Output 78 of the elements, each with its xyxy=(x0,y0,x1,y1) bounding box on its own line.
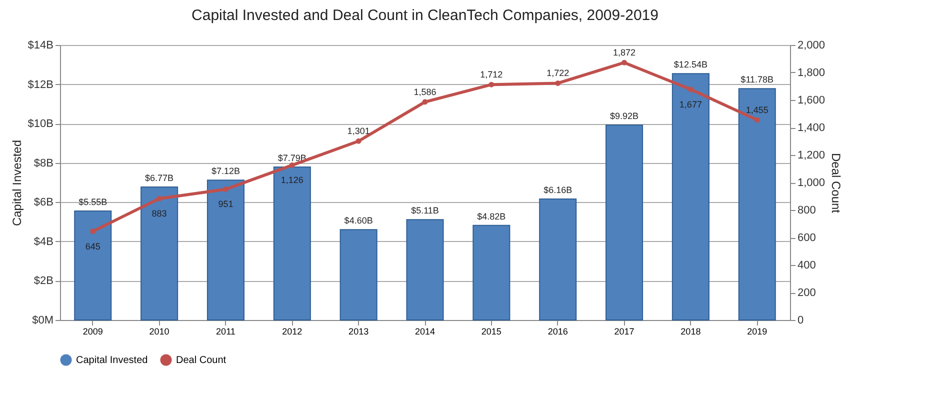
point xyxy=(622,60,628,66)
y2-axis-title: Deal Count xyxy=(829,152,844,214)
data-label: 1,872 xyxy=(613,48,636,58)
y-axis-title: Capital Invested xyxy=(10,140,24,226)
y-tick-label: $8B xyxy=(34,157,54,170)
point xyxy=(488,82,494,88)
point xyxy=(222,186,228,192)
x-tick-label: 2009 xyxy=(82,326,103,336)
data-label: $12.54B xyxy=(674,60,708,70)
y-tick-label: $2B xyxy=(34,275,54,288)
data-label: 1,301 xyxy=(347,126,370,136)
bar xyxy=(406,219,444,320)
data-label: $6.16B xyxy=(544,185,572,195)
y2-tick-label: 1,200 xyxy=(798,150,826,162)
bar xyxy=(672,73,710,320)
y2-tick-label: 1,800 xyxy=(798,67,826,79)
data-label: $6.77B xyxy=(145,173,174,184)
point xyxy=(289,162,295,168)
point xyxy=(754,117,760,123)
y2-tick-label: 600 xyxy=(798,232,816,244)
bar xyxy=(539,198,577,320)
y2-tick-label: 0 xyxy=(798,314,804,326)
data-label: 645 xyxy=(85,241,100,252)
y2-tick-label: 1,000 xyxy=(798,177,826,189)
data-label: $4.60B xyxy=(344,216,373,226)
data-label: 1,126 xyxy=(280,175,304,186)
y2-tick-label: 200 xyxy=(798,287,816,299)
point xyxy=(90,228,96,234)
bar xyxy=(273,166,311,320)
point xyxy=(688,86,694,92)
data-label: $5.55B xyxy=(78,196,108,207)
x-tick-label: 2016 xyxy=(548,326,568,336)
data-label: 1,586 xyxy=(414,86,436,97)
y2-tick-label: 400 xyxy=(798,260,816,272)
data-label: 883 xyxy=(152,208,167,219)
y-tick-label: $6B xyxy=(34,196,54,209)
legend-label: Deal Count xyxy=(176,355,226,366)
legend-label: Capital Invested xyxy=(76,355,148,366)
point xyxy=(422,99,428,105)
x-tick-label: 2011 xyxy=(216,326,236,336)
data-label: $4.82B xyxy=(477,211,506,222)
x-tick-label: 2015 xyxy=(481,326,502,336)
y-tick-label: $14B xyxy=(28,40,54,52)
y-tick-label: $0M xyxy=(32,314,54,326)
bar xyxy=(74,210,112,320)
y2-tick-label: 1,400 xyxy=(798,122,826,134)
data-label: $5.11B xyxy=(411,206,439,216)
bar xyxy=(606,124,644,320)
data-label: 1,712 xyxy=(480,70,503,80)
data-label: 951 xyxy=(218,199,234,210)
x-tick-label: 2010 xyxy=(149,326,170,336)
data-label: $9.92B xyxy=(610,111,639,122)
y2-tick-label: 1,600 xyxy=(798,94,826,106)
x-tick-label: 2019 xyxy=(747,326,768,336)
bar xyxy=(340,229,378,320)
y2-tick-label: 800 xyxy=(798,204,816,216)
x-tick-label: 2018 xyxy=(680,326,701,336)
bar xyxy=(140,186,178,320)
point xyxy=(356,138,362,144)
y-tick-label: $4B xyxy=(34,236,54,248)
bar xyxy=(472,224,510,320)
data-label: 1,722 xyxy=(546,68,570,78)
y2-tick-label: 2,000 xyxy=(798,40,826,52)
data-label: 1,455 xyxy=(746,104,768,115)
point xyxy=(156,196,162,202)
point xyxy=(555,80,561,86)
data-label: $7.12B xyxy=(211,166,240,176)
x-tick-label: 2013 xyxy=(348,326,369,336)
bar xyxy=(206,180,244,320)
x-tick-label: 2014 xyxy=(414,326,436,336)
data-label: 1,677 xyxy=(679,99,702,110)
y-tick-label: $10B xyxy=(28,118,54,130)
y-tick-label: $12B xyxy=(28,78,54,91)
x-tick-label: 2017 xyxy=(614,326,634,336)
x-tick-label: 2012 xyxy=(282,326,302,336)
bar xyxy=(738,88,776,320)
data-label: $11.78B xyxy=(740,74,774,85)
chart-title: Capital Invested and Deal Count in CleanTech Companies, 2009-2019 xyxy=(192,7,658,24)
